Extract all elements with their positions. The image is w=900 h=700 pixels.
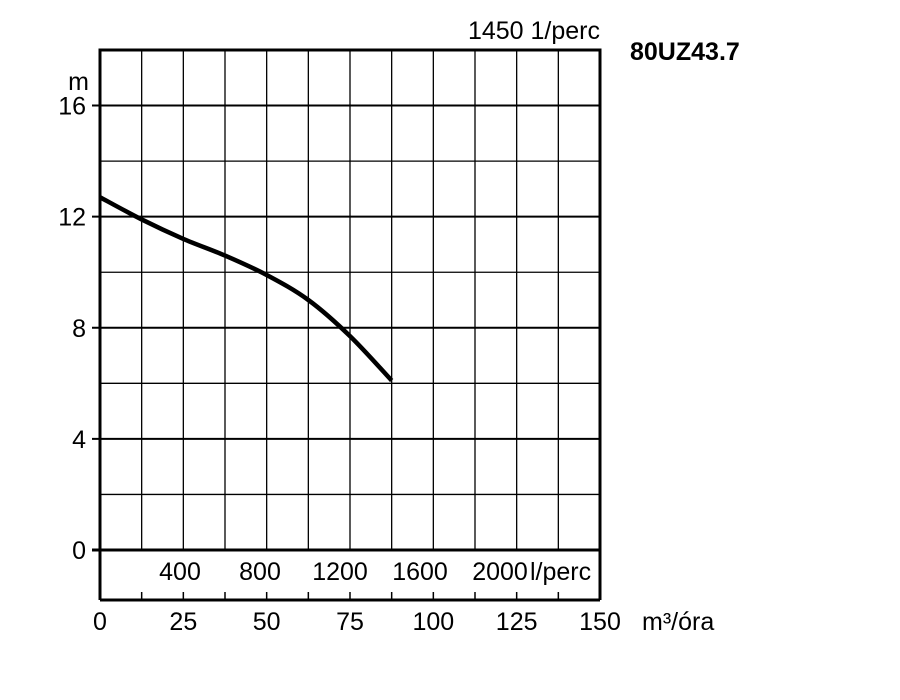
y-tick-label: 12 bbox=[58, 204, 86, 232]
grid bbox=[92, 50, 600, 550]
y-tick-label: 16 bbox=[58, 93, 86, 121]
x-secondary-tick-label: 400 bbox=[159, 558, 201, 586]
x-secondary-tick-label: 800 bbox=[239, 558, 281, 586]
chart-title: 80UZ43.7 bbox=[630, 38, 740, 66]
x-primary-axis-label: m³/óra bbox=[642, 608, 714, 636]
y-axis-label: m bbox=[68, 68, 89, 96]
x-secondary-tick-label: 2000 bbox=[472, 558, 528, 586]
speed-label: 1450 1/perc bbox=[468, 17, 600, 45]
plot-border bbox=[98, 48, 602, 552]
y-tick-label: 0 bbox=[72, 537, 86, 565]
x-primary-tick-label: 125 bbox=[496, 608, 538, 636]
x-secondary-tick-label: 1200 bbox=[312, 558, 368, 586]
y-tick-labels: 0 4 8 12 16 bbox=[58, 93, 86, 565]
x-primary-tick-label: 150 bbox=[579, 608, 621, 636]
x-primary-tick-label: 100 bbox=[412, 608, 454, 636]
series-line-0 bbox=[98, 195, 394, 383]
x-primary-tick-label: 25 bbox=[169, 608, 197, 636]
y-tick-label: 4 bbox=[72, 426, 86, 454]
x-primary-tick-labels: 0 25 50 75 100 125 150 bbox=[93, 608, 621, 636]
x-secondary-axis-label: l/perc bbox=[530, 558, 591, 586]
x-secondary-tick-label: 1600 bbox=[392, 558, 448, 586]
x-primary-tick-label: 0 bbox=[93, 608, 107, 636]
plot-frame bbox=[92, 48, 602, 602]
y-tick-label: 8 bbox=[72, 315, 86, 343]
series-layer bbox=[98, 195, 394, 383]
x-primary-tick-label: 50 bbox=[253, 608, 281, 636]
x-secondary-tick-labels: 400 800 1200 1600 2000 bbox=[159, 558, 528, 586]
x-primary-tick-label: 75 bbox=[336, 608, 364, 636]
